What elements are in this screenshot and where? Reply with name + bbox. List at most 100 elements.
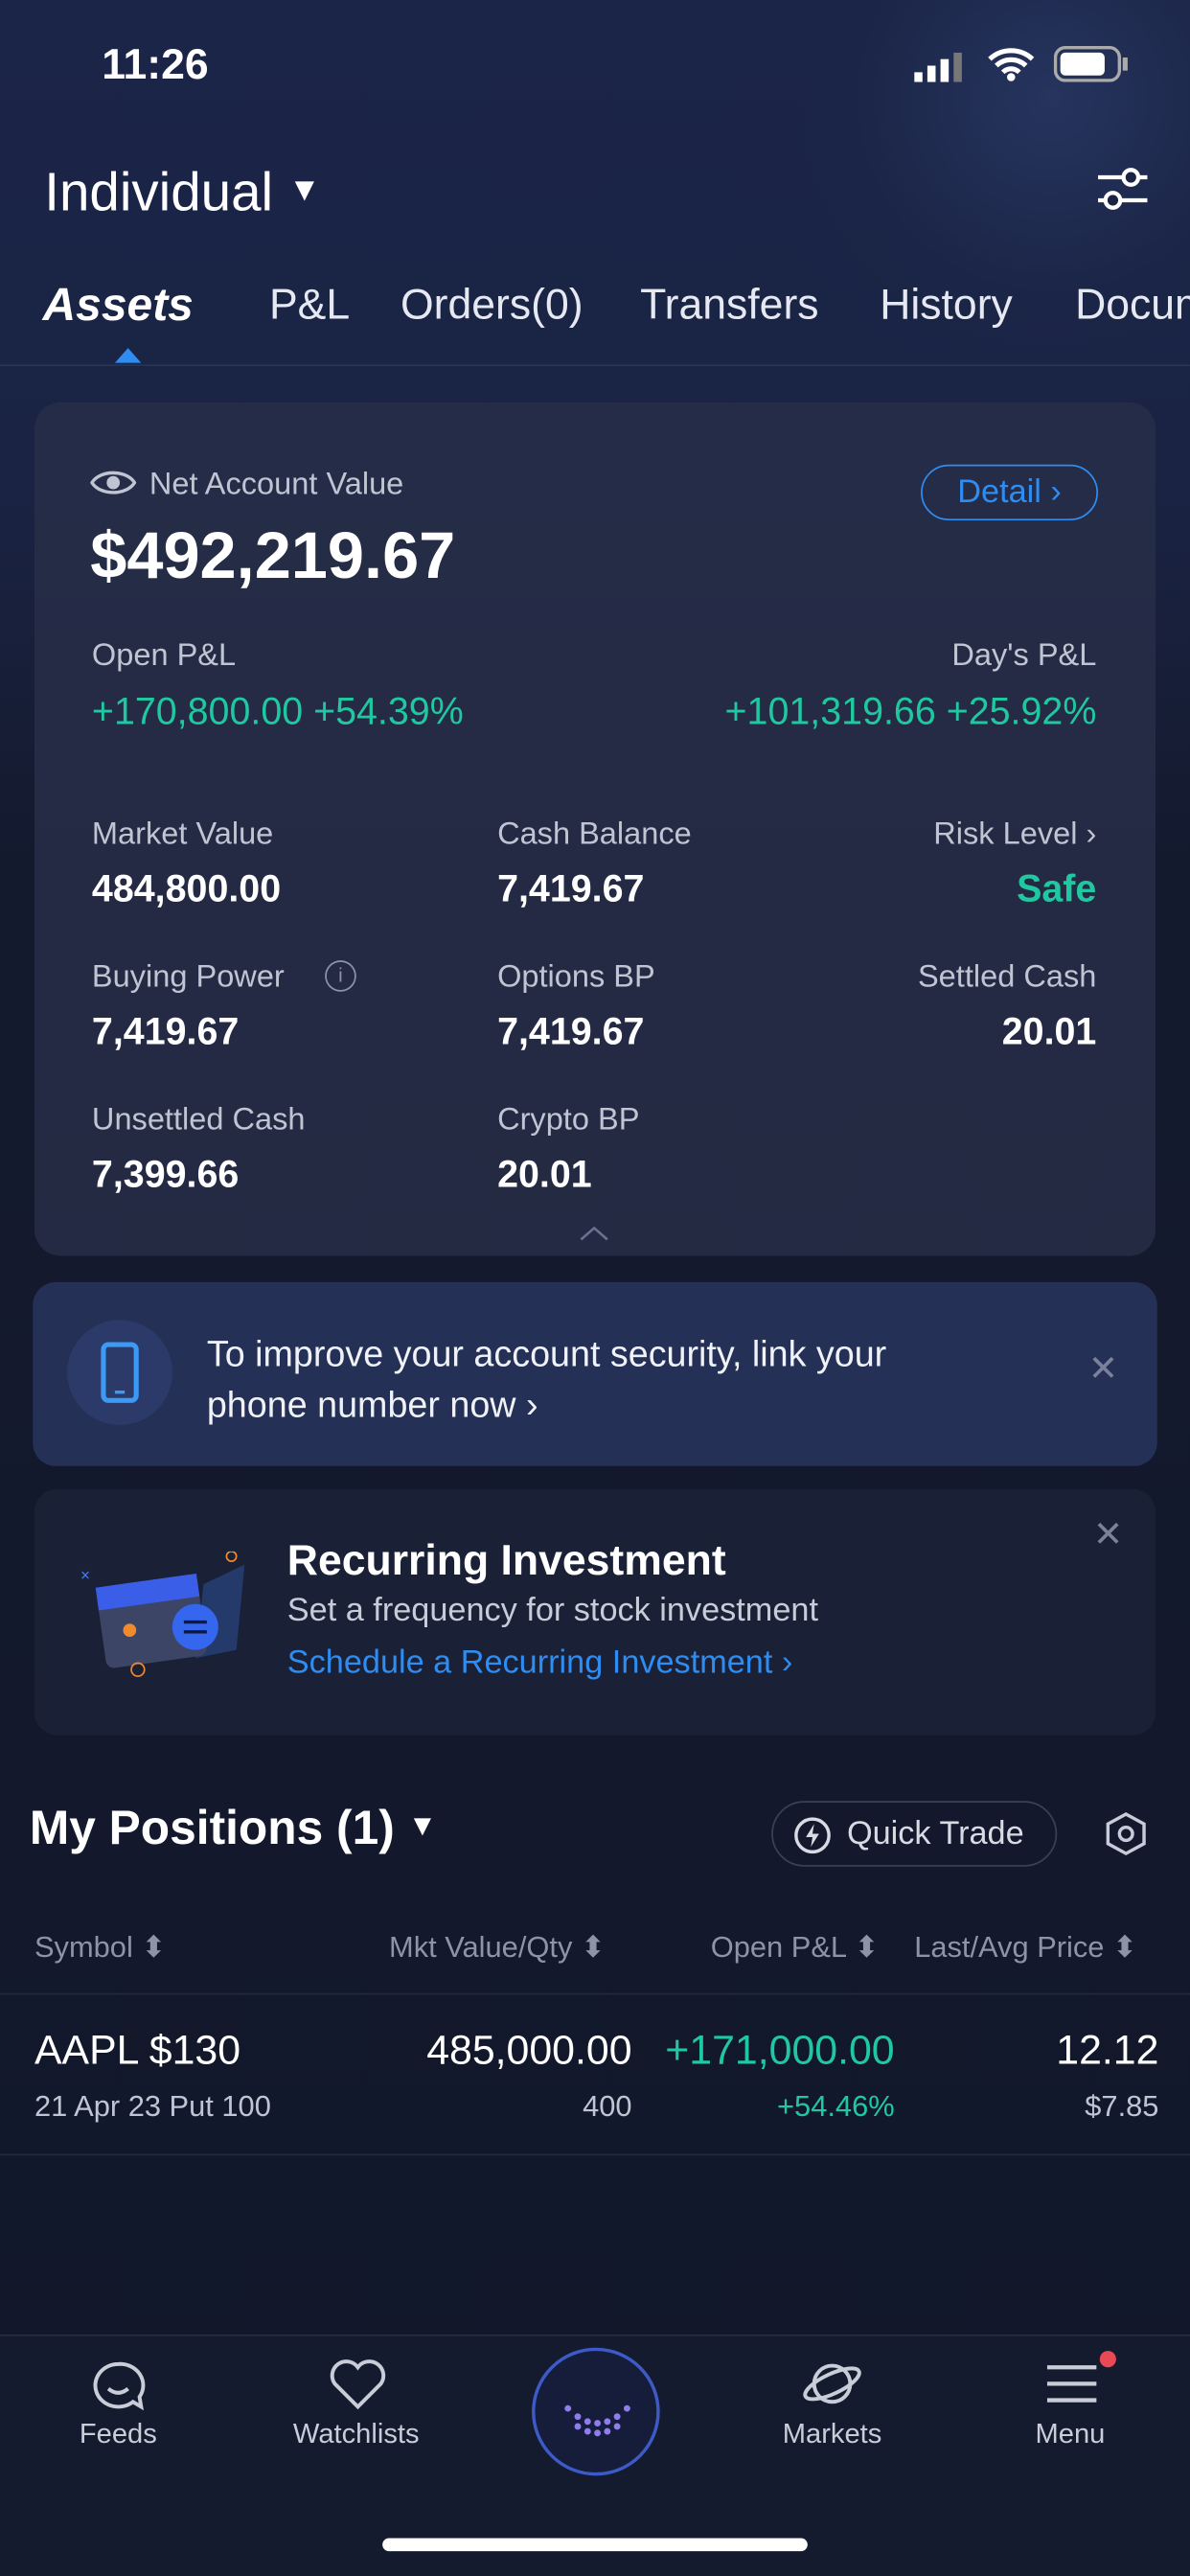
lightning-icon [792, 1816, 832, 1864]
cash-balance-label: Cash Balance [497, 817, 692, 853]
status-time: 11:26 [102, 39, 209, 89]
table-row[interactable]: AAPL $130 21 Apr 23 Put 100 485,000.00 4… [0, 1994, 1190, 2156]
notification-dot [1099, 2351, 1116, 2368]
close-icon[interactable]: ✕ [1087, 1347, 1119, 1390]
detail-label: Detail [957, 474, 1041, 511]
nav-watchlists[interactable]: Watchlists [274, 2359, 438, 2450]
chevron-right-icon: › [1050, 474, 1062, 511]
bottom-nav: Feeds Watchlists Markets Menu [0, 2334, 1190, 2576]
position-avg-price: $7.85 [1085, 2089, 1159, 2124]
sort-icon: ⬍ [141, 1930, 167, 1964]
column-open-pl-label: Open P&L [710, 1930, 846, 1964]
chevron-right-icon: › [1086, 817, 1097, 853]
risk-level: Safe [1017, 866, 1097, 910]
positions-title: My Positions (1) [29, 1802, 395, 1855]
tab-history[interactable]: History [880, 279, 1013, 329]
position-open-pl: +171,000.00 [665, 2027, 895, 2074]
account-name: Individual [44, 160, 274, 222]
svg-text:×: × [80, 1566, 90, 1585]
position-last-price: 12.12 [1056, 2027, 1159, 2074]
schedule-recurring-link[interactable]: Schedule a Recurring Investment › [287, 1645, 793, 1683]
sort-icon: ⬍ [854, 1930, 880, 1964]
position-mkt-value: 485,000.00 [426, 2027, 632, 2074]
nav-markets[interactable]: Markets [750, 2363, 914, 2450]
nav-menu-label: Menu [1035, 2418, 1106, 2450]
tab-bar: Assets P&L Orders(0) Transfers History D… [0, 276, 1190, 367]
column-last-avg-price[interactable]: Last/Avg Price ⬍ [914, 1931, 1137, 1966]
sort-icon: ⬍ [1112, 1930, 1137, 1964]
recurring-subtitle: Set a frequency for stock investment [286, 1592, 818, 1629]
close-icon[interactable]: ✕ [1092, 1513, 1124, 1555]
column-open-pl[interactable]: Open P&L ⬍ [711, 1931, 880, 1966]
column-mkt-value[interactable]: Mkt Value/Qty ⬍ [389, 1931, 606, 1966]
detail-button[interactable]: Detail › [921, 464, 1099, 521]
tab-orders[interactable]: Orders(0) [400, 279, 584, 329]
nav-feeds-label: Feeds [79, 2418, 157, 2450]
crypto-bp: 20.01 [497, 1152, 592, 1196]
tab-pl[interactable]: P&L [268, 279, 351, 329]
recurring-investment-card: × Recurring Investment Set a frequency f… [34, 1488, 1156, 1736]
unsettled-cash-label: Unsettled Cash [91, 1103, 306, 1138]
info-icon[interactable]: i [325, 960, 356, 992]
chevron-right-icon: › [781, 1644, 793, 1682]
cash-balance: 7,419.67 [497, 866, 645, 910]
wifi-icon [987, 46, 1036, 90]
net-account-value-label: Net Account Value [149, 468, 404, 503]
home-indicator [382, 2538, 808, 2552]
nav-watchlists-label: Watchlists [292, 2418, 420, 2450]
planet-icon [803, 2363, 861, 2404]
chevron-right-icon: › [526, 1384, 538, 1425]
smile-logo-icon [564, 2404, 630, 2437]
heart-icon [330, 2359, 386, 2410]
tab-transfers[interactable]: Transfers [640, 279, 819, 329]
quick-trade-button[interactable]: Quick Trade [771, 1801, 1058, 1867]
collapse-chevron-icon[interactable] [580, 1220, 609, 1250]
eye-icon[interactable] [89, 468, 137, 505]
settled-cash-label: Settled Cash [917, 960, 1097, 996]
column-symbol-label: Symbol [34, 1930, 133, 1964]
quick-trade-label: Quick Trade [846, 1815, 1024, 1852]
schedule-recurring-label: Schedule a Recurring Investment [286, 1644, 773, 1682]
day-pl-label: Day's P&L [951, 638, 1097, 674]
chat-icon [93, 2361, 146, 2411]
market-value-label: Market Value [91, 817, 274, 853]
position-qty: 400 [583, 2089, 632, 2124]
buying-power-label: Buying Power [91, 960, 285, 996]
home-logo-button[interactable] [532, 2347, 660, 2476]
nav-menu[interactable]: Menu [988, 2351, 1152, 2450]
recurring-title: Recurring Investment [286, 1534, 726, 1585]
tab-documents[interactable]: Documents [1075, 279, 1190, 329]
sliders-icon[interactable] [1095, 164, 1151, 221]
signal-icon [914, 52, 970, 90]
active-tab-indicator [114, 348, 142, 363]
day-pl-value: +101,319.66 +25.92% [724, 689, 1097, 733]
tab-assets[interactable]: Assets [42, 279, 194, 331]
divider [0, 1992, 1190, 1995]
security-banner-line2: phone number now [206, 1384, 516, 1425]
options-bp-label: Options BP [497, 960, 655, 996]
risk-level-label: Risk Level [933, 817, 1078, 853]
nav-feeds[interactable]: Feeds [36, 2361, 200, 2450]
account-selector[interactable]: Individual ▼ [44, 161, 320, 223]
crypto-bp-label: Crypto BP [497, 1103, 640, 1138]
position-open-pl-pct: +54.46% [777, 2089, 895, 2124]
open-pl-label: Open P&L [91, 638, 237, 674]
nav-markets-label: Markets [782, 2418, 882, 2450]
open-pl-value: +170,800.00 +54.39% [91, 689, 464, 733]
buying-power: 7,419.67 [91, 1009, 240, 1053]
settled-cash: 20.01 [1001, 1009, 1097, 1053]
hamburger-menu-icon [1046, 2365, 1097, 2403]
security-banner[interactable]: To improve your account security, link y… [33, 1281, 1157, 1466]
position-detail: 21 Apr 23 Put 100 [34, 2089, 271, 2124]
market-value: 484,800.00 [91, 866, 282, 910]
sort-icon: ⬍ [580, 1930, 606, 1964]
security-banner-line1: To improve your account security, link y… [206, 1333, 887, 1374]
risk-level-link[interactable]: Risk Level › [933, 817, 1096, 854]
position-symbol: AAPL $130 [34, 2027, 241, 2074]
caret-down-icon: ▼ [407, 1808, 438, 1843]
column-symbol[interactable]: Symbol ⬍ [34, 1931, 166, 1966]
settings-hexagon-icon[interactable] [1103, 1811, 1149, 1866]
positions-dropdown[interactable]: My Positions (1) ▼ [30, 1803, 437, 1857]
battery-icon [1053, 45, 1130, 90]
net-account-value: $492,219.67 [90, 520, 456, 593]
